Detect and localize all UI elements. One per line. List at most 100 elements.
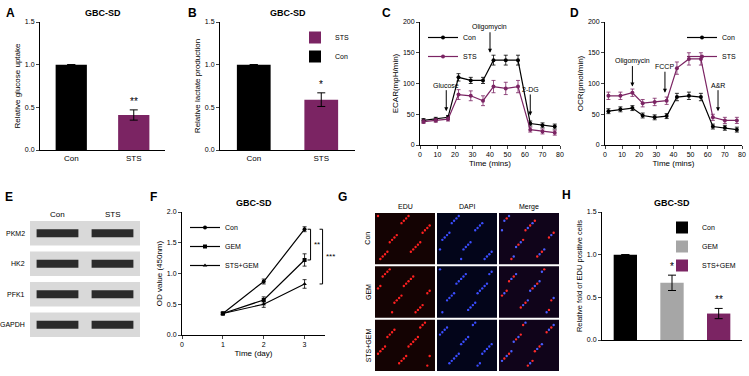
svg-text:B: B [188,6,197,20]
svg-text:Time (mins): Time (mins) [653,159,695,168]
svg-text:GBC-SD: GBC-SD [236,198,272,208]
svg-text:80: 80 [556,151,564,158]
svg-text:EDU: EDU [398,203,413,210]
svg-text:GEM: GEM [225,243,241,250]
svg-text:FCCP: FCCP [655,63,674,70]
svg-text:2-DG: 2-DG [522,86,539,93]
svg-text:1.5: 1.5 [25,18,35,25]
svg-text:GEM: GEM [702,243,718,250]
svg-text:150: 150 [403,49,415,56]
svg-text:PKM2: PKM2 [6,230,25,237]
svg-text:F: F [150,190,157,204]
svg-text:**: ** [314,240,320,249]
svg-text:STS: STS [335,34,349,41]
svg-text:E: E [5,190,13,204]
svg-text:Glucose: Glucose [433,82,459,89]
svg-text:30: 30 [652,151,660,158]
svg-text:STS: STS [126,154,142,163]
svg-text:GAPDH: GAPDH [0,321,25,328]
svg-text:Time (day): Time (day) [235,349,273,358]
svg-text:Con: Con [364,232,371,245]
svg-text:100: 100 [403,80,415,87]
svg-text:0: 0 [603,151,607,158]
svg-text:150: 150 [588,49,600,56]
svg-text:200: 200 [403,18,415,25]
svg-text:GBC-SD: GBC-SD [654,198,690,208]
svg-text:10: 10 [618,151,626,158]
svg-text:Con: Con [335,53,348,60]
svg-text:60: 60 [521,151,529,158]
svg-text:STS: STS [722,53,736,60]
svg-text:STS+GEM: STS+GEM [702,262,736,269]
svg-text:*: * [670,261,674,272]
svg-text:0: 0 [411,141,415,148]
svg-text:100: 100 [588,80,600,87]
svg-text:200: 200 [588,18,600,25]
svg-text:STS: STS [105,210,121,219]
svg-text:0.0: 0.0 [205,146,215,153]
svg-text:***: *** [326,252,335,261]
svg-text:GBC-SD: GBC-SD [270,8,306,18]
svg-text:60: 60 [704,151,712,158]
svg-text:2.0: 2.0 [167,208,177,215]
svg-text:OCR(pmol/min): OCR(pmol/min) [576,55,585,111]
svg-text:50: 50 [687,151,695,158]
svg-text:ECAR(mpH/min): ECAR(mpH/min) [391,53,400,113]
svg-text:1.5: 1.5 [205,18,215,25]
svg-text:80: 80 [738,151,746,158]
svg-text:Con: Con [463,34,476,41]
svg-text:Oligomycin: Oligomycin [615,57,650,65]
svg-text:Merge: Merge [519,203,539,211]
svg-text:Con: Con [722,34,735,41]
svg-text:H: H [562,188,571,202]
svg-text:A: A [6,6,15,20]
svg-text:HK2: HK2 [11,260,25,267]
svg-text:OD value (450nm): OD value (450nm) [155,240,164,306]
svg-text:Relative glucose uptake: Relative glucose uptake [13,43,22,128]
svg-text:STS: STS [463,53,477,60]
svg-text:40: 40 [486,151,494,158]
svg-text:1.0: 1.0 [205,61,215,68]
svg-text:STS+GEM: STS+GEM [365,329,372,363]
svg-text:50: 50 [592,111,600,118]
svg-text:0.5: 0.5 [587,294,597,301]
svg-text:Oligomycin: Oligomycin [472,23,507,31]
svg-text:Con: Con [225,224,238,231]
svg-text:**: ** [715,294,723,305]
svg-text:0.5: 0.5 [167,301,177,308]
svg-text:1.5: 1.5 [587,208,597,215]
svg-text:GBC-SD: GBC-SD [85,8,121,18]
svg-text:0.0: 0.0 [587,336,597,343]
svg-text:40: 40 [670,151,678,158]
svg-text:Time (mins): Time (mins) [469,159,511,168]
svg-text:Relative fold of EDU positive: Relative fold of EDU positive cells [575,220,584,332]
svg-text:Relative lactate production: Relative lactate production [193,39,202,133]
svg-text:20: 20 [635,151,643,158]
svg-text:70: 70 [539,151,547,158]
svg-text:3: 3 [303,341,307,348]
svg-text:20: 20 [451,151,459,158]
svg-text:1.5: 1.5 [167,239,177,246]
svg-text:1: 1 [221,341,225,348]
svg-text:STS: STS [313,154,329,163]
svg-text:*: * [319,79,323,90]
svg-text:0.5: 0.5 [205,104,215,111]
svg-text:C: C [382,6,391,20]
svg-text:D: D [570,6,579,20]
svg-text:0: 0 [418,151,422,158]
svg-text:Con: Con [64,154,79,163]
svg-text:Con: Con [50,210,65,219]
svg-text:**: ** [130,96,138,107]
svg-text:1.0: 1.0 [587,251,597,258]
svg-text:10: 10 [434,151,442,158]
svg-text:Con: Con [702,224,715,231]
svg-text:2: 2 [262,341,266,348]
svg-text:G: G [338,190,347,204]
svg-text:A&R: A&R [711,82,725,89]
svg-text:0.5: 0.5 [25,104,35,111]
svg-text:0: 0 [180,341,184,348]
svg-text:30: 30 [469,151,477,158]
svg-text:Con: Con [246,154,261,163]
svg-text:50: 50 [407,111,415,118]
svg-text:0.0: 0.0 [25,146,35,153]
